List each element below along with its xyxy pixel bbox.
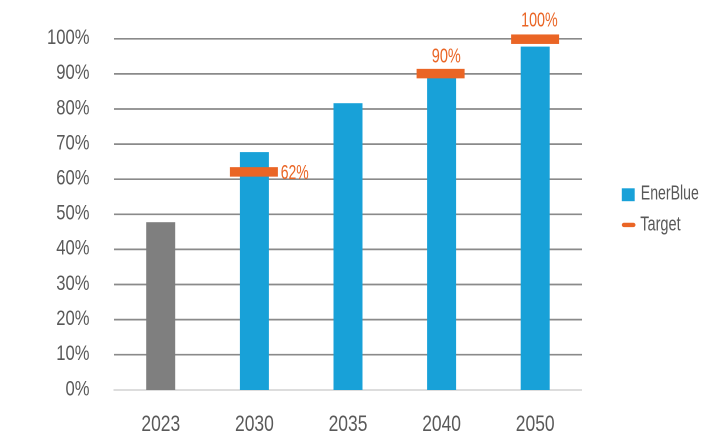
svg-text:70%: 70% — [56, 131, 89, 154]
svg-text:2040: 2040 — [422, 411, 461, 436]
svg-text:40%: 40% — [56, 237, 89, 260]
svg-text:2050: 2050 — [516, 411, 555, 436]
svg-text:2023: 2023 — [141, 411, 180, 436]
svg-text:90%: 90% — [432, 44, 461, 67]
svg-text:50%: 50% — [56, 202, 89, 225]
svg-text:Target: Target — [640, 214, 681, 236]
svg-text:90%: 90% — [56, 61, 89, 84]
svg-text:2035: 2035 — [329, 411, 368, 436]
svg-text:100%: 100% — [47, 26, 90, 49]
svg-text:20%: 20% — [56, 307, 89, 330]
svg-text:2030: 2030 — [235, 411, 274, 436]
svg-text:60%: 60% — [56, 167, 89, 190]
svg-text:0%: 0% — [66, 377, 90, 400]
svg-text:80%: 80% — [56, 96, 89, 119]
svg-text:EnerBlue: EnerBlue — [641, 182, 699, 204]
svg-text:62%: 62% — [281, 161, 309, 184]
svg-text:100%: 100% — [521, 9, 558, 32]
svg-text:10%: 10% — [56, 342, 89, 365]
svg-text:30%: 30% — [56, 272, 89, 295]
